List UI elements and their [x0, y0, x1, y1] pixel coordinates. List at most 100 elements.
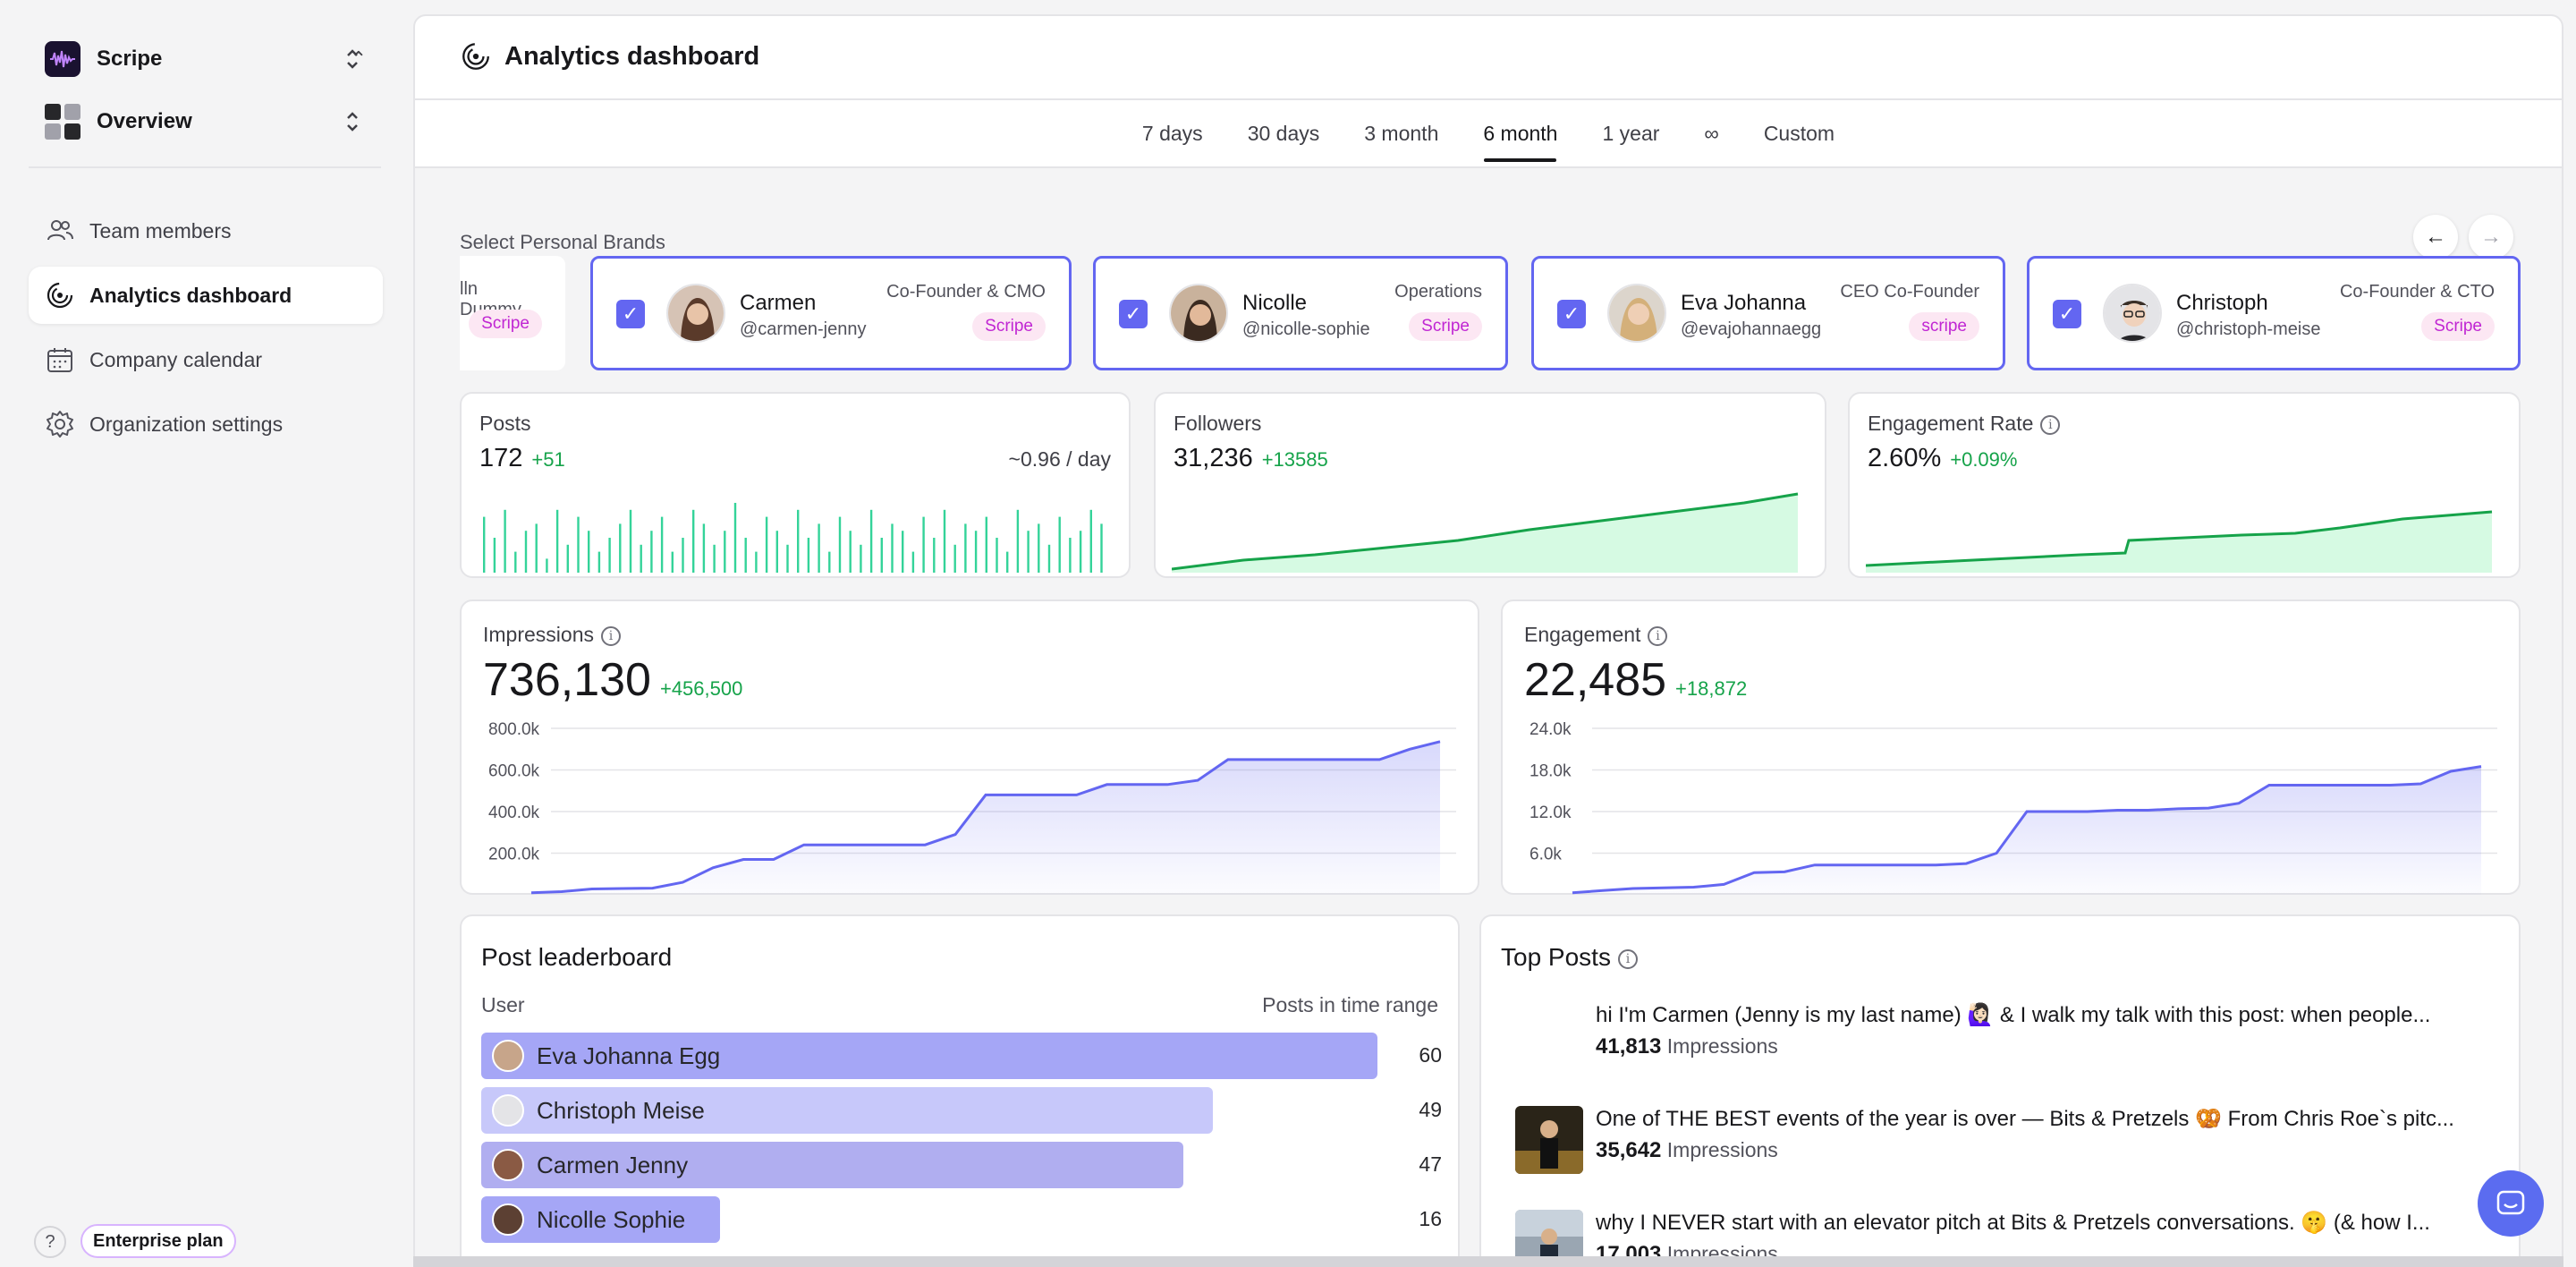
- title-text: Top Posts: [1501, 943, 1611, 971]
- check-icon[interactable]: ✓: [616, 300, 645, 328]
- impressions-chart: 800.0k 600.0k 400.0k 200.0k: [488, 720, 1456, 895]
- posts-bar: [524, 531, 528, 573]
- posts-bar: [891, 523, 894, 573]
- brand-card-carmen[interactable]: ✓ Carmen @carmen-jenny Co-Founder & CMO …: [590, 256, 1072, 370]
- posts-bar: [1047, 544, 1051, 573]
- posts-bar: [608, 538, 611, 573]
- posts-bar: [702, 523, 706, 573]
- nav-label: Analytics dashboard: [89, 283, 292, 307]
- nav-analytics-dashboard[interactable]: Analytics dashboard: [29, 267, 383, 324]
- tab-1-year[interactable]: 1 year: [1602, 121, 1660, 145]
- brand-role: Operations: [1394, 282, 1482, 302]
- nav-organization-settings[interactable]: Organization settings: [29, 395, 383, 453]
- posts-bar: [577, 516, 580, 573]
- avatar: [492, 1149, 524, 1181]
- horizontal-scrollbar[interactable]: [413, 1256, 2563, 1267]
- brand-card-eva-johanna[interactable]: ✓ Eva Johanna @evajohannaegg CEO Co-Foun…: [1531, 256, 2005, 370]
- info-icon[interactable]: i: [2040, 414, 2061, 435]
- engagement-rate-sparkline: [1866, 510, 2493, 573]
- sidebar: Scripe ⌃ Overview Team members Analytics…: [0, 0, 411, 1267]
- tab-6-month[interactable]: 6 month: [1461, 99, 1580, 167]
- posts-bar: [692, 509, 695, 573]
- leaderboard-row[interactable]: Christoph Meise 49: [481, 1087, 1442, 1134]
- info-icon[interactable]: i: [600, 625, 621, 646]
- post-leaderboard: Post leaderboard User Posts in time rang…: [460, 914, 1460, 1265]
- brand-card-nicolle[interactable]: ✓ Nicolle @nicolle-sophie Operations Scr…: [1093, 256, 1508, 370]
- leaderboard-user-name: Nicolle Sophie: [537, 1205, 686, 1233]
- value-number: 736,130: [483, 654, 651, 706]
- info-icon[interactable]: i: [1648, 625, 1668, 646]
- brand-role: CEO Co-Founder: [1840, 282, 1979, 302]
- posts-bar: [546, 558, 548, 573]
- view-switcher[interactable]: Overview: [45, 104, 367, 140]
- y-tick-label: 18.0k: [1530, 762, 1572, 781]
- check-icon[interactable]: ✓: [1557, 300, 1586, 328]
- nav-team-members[interactable]: Team members: [29, 202, 383, 259]
- leaderboard-bar: Eva Johanna Egg: [481, 1033, 1377, 1079]
- brand-card-christoph[interactable]: ✓ Christoph @christoph-meise Co-Founder …: [2027, 256, 2521, 370]
- posts-bar: [964, 523, 967, 573]
- tab-all-time[interactable]: ∞: [1704, 121, 1719, 145]
- top-posts: Top Posts i hi I'm Carmen (Jenny is my la…: [1479, 914, 2521, 1265]
- posts-bar: [660, 516, 664, 573]
- nav-company-calendar[interactable]: Company calendar: [29, 331, 383, 388]
- engagement-label: Engagement i: [1524, 623, 1668, 647]
- top-post-text: hi I'm Carmen (Jenny is my last name) 🙋🏻…: [1596, 1003, 2431, 1027]
- posts-bar: [786, 544, 789, 573]
- posts-bar: [765, 516, 768, 573]
- posts-bar: [504, 509, 506, 573]
- leaderboard-row[interactable]: Carmen Jenny 47: [481, 1142, 1442, 1188]
- tab-7-days[interactable]: 7 days: [1141, 121, 1203, 145]
- main-panel: Analytics dashboard 7 days 30 days 3 mon…: [413, 14, 2563, 1267]
- posts-bar: [828, 551, 831, 573]
- posts-bar: [1079, 531, 1082, 573]
- chevron-updown-icon[interactable]: [343, 47, 361, 72]
- leaderboard-col-posts: Posts in time range: [1262, 993, 1438, 1016]
- posts-bar: [1016, 509, 1020, 573]
- brands-next-button[interactable]: →: [2469, 215, 2513, 259]
- leaderboard-post-count: 47: [1419, 1152, 1442, 1176]
- tab-3-month[interactable]: 3 month: [1364, 121, 1439, 145]
- leaderboard-row[interactable]: Eva Johanna Egg 60: [481, 1033, 1442, 1079]
- top-post-item[interactable]: One of THE BEST events of the year is ov…: [1501, 1106, 2499, 1186]
- help-button[interactable]: ?: [34, 1226, 66, 1258]
- leaderboard-row[interactable]: Nicolle Sophie 16: [481, 1196, 1442, 1243]
- leaderboard-user-name: Christoph Meise: [537, 1096, 705, 1124]
- tab-custom[interactable]: Custom: [1763, 121, 1835, 145]
- tab-30-days[interactable]: 30 days: [1247, 121, 1320, 145]
- followers-value: 31,236 +13585: [1174, 444, 1328, 473]
- series-area: [531, 741, 1440, 895]
- impressions-unit: Impressions: [1666, 1138, 1778, 1161]
- chevron-updown-icon[interactable]: [343, 109, 361, 134]
- plan-badge[interactable]: Enterprise plan: [80, 1224, 236, 1258]
- posts-bar: [1069, 538, 1072, 573]
- posts-bar: [1006, 551, 1009, 573]
- brand-role: Co-Founder & CTO: [2339, 282, 2495, 302]
- leaderboard-user-name: Carmen Jenny: [537, 1151, 689, 1178]
- value-number: 172: [479, 444, 523, 472]
- series-line: [1572, 765, 2482, 895]
- brand-name: Eva Johanna: [1681, 291, 1807, 315]
- view-name: Overview: [97, 109, 192, 133]
- top-post-impressions: 35,642 Impressions: [1596, 1138, 1778, 1163]
- check-icon[interactable]: ✓: [1119, 300, 1148, 328]
- chat-button[interactable]: [2478, 1170, 2544, 1237]
- y-tick-label: 6.0k: [1530, 846, 1562, 864]
- posts-bar: [755, 551, 758, 573]
- top-post-item[interactable]: hi I'm Carmen (Jenny is my last name) 🙋🏻…: [1501, 1002, 2499, 1083]
- workspace-switcher[interactable]: Scripe ⌃: [45, 41, 367, 77]
- posts-bar: [650, 531, 653, 573]
- posts-delta: +51: [531, 448, 565, 471]
- info-icon[interactable]: i: [1617, 948, 1638, 969]
- posts-bar: [797, 509, 800, 573]
- check-icon[interactable]: ✓: [2053, 300, 2081, 328]
- posts-bar: [566, 544, 569, 573]
- posts-bar: [597, 551, 601, 573]
- brands-prev-button[interactable]: ←: [2413, 215, 2458, 259]
- users-icon: [47, 220, 73, 241]
- brand-card-partial[interactable]: lln Dummy Scripe: [460, 256, 565, 370]
- post-thumbnail: [1515, 1106, 1583, 1174]
- top-post-text: why I NEVER start with an elevator pitch…: [1596, 1211, 2430, 1235]
- nav-label: Team members: [89, 218, 232, 242]
- posts-bar: [483, 516, 486, 573]
